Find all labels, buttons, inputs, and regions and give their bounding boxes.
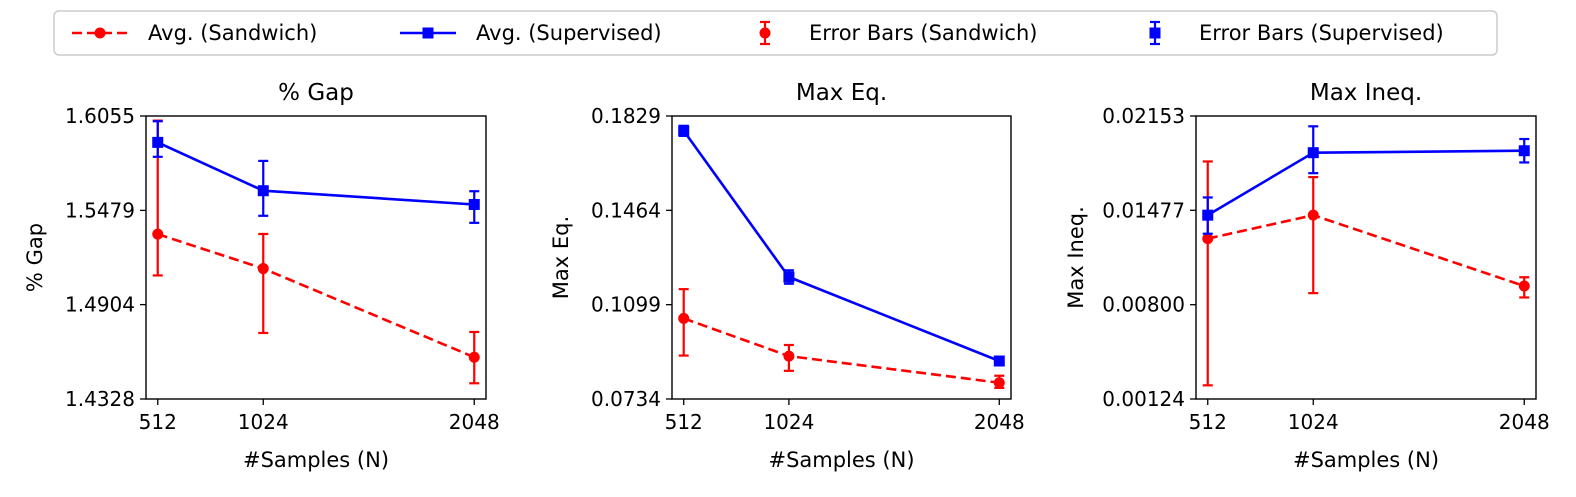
panel-title: Max Eq. (796, 80, 887, 106)
x-axis-ticks: 512 1024 2048 (1189, 399, 1550, 434)
y-tick-label: 0.1829 (591, 104, 661, 128)
data-point (783, 271, 795, 283)
data-point (993, 377, 1005, 389)
series-line (683, 317, 1000, 385)
y-tick-label: 0.0734 (591, 387, 661, 411)
error-bar (1202, 160, 1213, 387)
error-bar (258, 232, 269, 335)
plot-frame (1195, 115, 1537, 400)
series-avg-sandwich (1202, 160, 1530, 387)
legend-swatch-marker (94, 27, 106, 39)
data-point (1518, 280, 1530, 292)
legend-swatch-marker (1149, 27, 1161, 39)
chart-panel-gap: % Gap 512 1024 2048 1.4328 1.4904 1.5479 1.6055… (23, 80, 500, 472)
legend-entry-error-bars-supervised: Error Bars (Supervised) (1149, 20, 1444, 46)
legend: Avg. (Sandwich) Avg. (Supervised) Error Ba… (53, 10, 1498, 56)
y-tick-label: 1.4328 (65, 387, 135, 411)
y-tick-label: 0.02153 (1102, 104, 1185, 128)
chart-panel-max-eq: Max Eq. 512 1024 2048 0.0734 0.1099 0.1464 0.18… (549, 80, 1025, 472)
data-point (468, 351, 480, 363)
y-tick-label: 1.6055 (65, 104, 135, 128)
data-point (1202, 209, 1214, 221)
y-axis-ticks: 0.0734 0.1099 0.1464 0.1829 (591, 104, 672, 411)
data-point (152, 228, 164, 240)
legend-entry-avg-supervised: Avg. (Supervised) (400, 21, 662, 45)
y-axis-label: Max Eq. (549, 216, 573, 299)
y-axis-ticks: 1.4328 1.4904 1.5479 1.6055 (65, 104, 146, 411)
data-point (1518, 145, 1530, 157)
legend-swatch-marker (759, 27, 771, 39)
y-tick-label: 1.4904 (65, 293, 135, 317)
series-line (1207, 213, 1525, 288)
data-point (1307, 147, 1319, 159)
data-point (1202, 233, 1214, 245)
error-bar (1308, 175, 1319, 295)
data-point (468, 198, 480, 210)
y-tick-label: 0.00800 (1102, 293, 1185, 317)
x-tick-label: 2048 (974, 410, 1025, 434)
series-line (157, 232, 475, 359)
x-axis-label: #Samples (N) (243, 448, 389, 472)
x-tick-label: 512 (665, 410, 703, 434)
y-tick-label: 0.1464 (591, 198, 661, 222)
data-point (152, 136, 164, 148)
legend-frame (53, 10, 1498, 56)
legend-swatch-marker (422, 27, 434, 39)
x-axis-ticks: 512 1024 2048 (665, 399, 1025, 434)
legend-entry-avg-sandwich: Avg. (Sandwich) (72, 21, 317, 45)
legend-entry-error-bars-sandwich: Error Bars (Sandwich) (759, 20, 1037, 46)
legend-label: Avg. (Sandwich) (148, 21, 317, 45)
y-axis-label: % Gap (23, 223, 47, 292)
series-avg-sandwich (678, 288, 1005, 389)
legend-label: Error Bars (Supervised) (1199, 21, 1444, 45)
x-axis-label: #Samples (N) (1293, 448, 1439, 472)
x-tick-label: 512 (1189, 410, 1227, 434)
data-point (678, 312, 690, 324)
y-tick-label: 0.1099 (591, 293, 661, 317)
legend-label: Error Bars (Sandwich) (809, 21, 1037, 45)
data-point (783, 350, 795, 362)
legend-label: Avg. (Supervised) (476, 21, 662, 45)
series-avg-supervised (1202, 125, 1530, 235)
y-tick-label: 0.01477 (1102, 198, 1185, 222)
x-tick-label: 1024 (1288, 410, 1339, 434)
x-tick-label: 512 (139, 410, 177, 434)
x-tick-label: 1024 (238, 410, 289, 434)
y-tick-label: 0.00124 (1102, 387, 1185, 411)
data-point (678, 125, 690, 137)
series-avg-supervised (678, 124, 1005, 367)
y-axis-label: Max Ineq. (1064, 206, 1088, 309)
x-tick-label: 1024 (763, 410, 814, 434)
chart-panel-max-ineq: Max Ineq. 512 1024 2048 0.00124 0.00800 0.0147… (1064, 80, 1550, 472)
x-tick-label: 2048 (1499, 410, 1550, 434)
plot-frame (671, 115, 1012, 400)
series-avg-supervised (152, 120, 480, 224)
x-tick-label: 2048 (449, 410, 500, 434)
x-axis-label: #Samples (N) (768, 448, 914, 472)
x-axis-ticks: 512 1024 2048 (139, 399, 500, 434)
series-line (157, 141, 475, 206)
data-point (993, 355, 1005, 367)
plot-frame (145, 115, 487, 400)
series-avg-sandwich (152, 119, 480, 385)
y-axis-ticks: 0.00124 0.00800 0.01477 0.02153 (1102, 104, 1196, 411)
y-tick-label: 1.5479 (65, 198, 135, 222)
data-point (257, 263, 269, 275)
panel-title: Max Ineq. (1310, 80, 1422, 106)
data-point (1307, 209, 1319, 221)
series-line (1207, 149, 1525, 217)
panel-title: % Gap (278, 80, 354, 106)
series-line (682, 129, 1000, 363)
data-point (257, 185, 269, 197)
